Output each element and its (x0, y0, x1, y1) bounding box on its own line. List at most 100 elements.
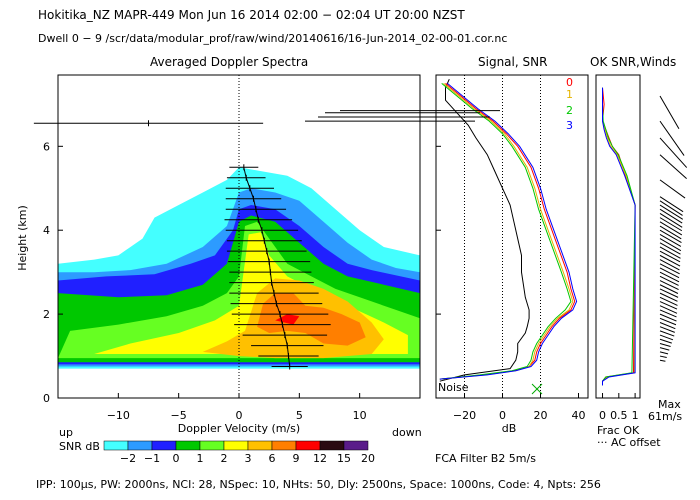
x-tick-label: −5 (171, 409, 187, 422)
signal-x-tick-label: −20 (453, 409, 476, 422)
mean-velocity-line (243, 167, 291, 367)
colorbar-swatch (343, 440, 369, 451)
wind-barb (659, 217, 683, 232)
max-speed-value: 61m/s (648, 410, 683, 423)
signal-series-3 (439, 83, 578, 380)
wind-barb (659, 322, 676, 330)
colorbar-swatch (175, 440, 201, 451)
x-tick-label: 10 (353, 409, 367, 422)
wind-barb (659, 208, 683, 224)
frac-x-tick-label: 1 (632, 409, 639, 422)
colorbar-tick-label: 9 (293, 452, 300, 465)
heatmap-axes: −10 −5 0 5 10 0 2 4 6 Doppler Velocity (m/s) Heigh… (16, 140, 367, 435)
colorbar-swatch (103, 440, 129, 451)
wind-barb (659, 200, 683, 216)
max-label: Max (658, 398, 681, 411)
frac-x-tick-label: 0.5 (610, 409, 628, 422)
outlier-marker (33, 120, 264, 127)
signal-x-tick-label: 40 (572, 409, 586, 422)
signal-axes: −20 0 20 40 dB (436, 145, 586, 435)
colorbar-tick-label: −2 (120, 452, 136, 465)
colorbar-swatch (151, 440, 177, 451)
x-tick-label: 5 (296, 409, 303, 422)
wind-barb (659, 179, 686, 199)
wind-barb (659, 238, 682, 252)
colorbar-swatch (295, 440, 321, 451)
snr-db-label: SNR dB (59, 440, 100, 453)
mean-velocity-profile (224, 164, 331, 370)
y-axis-label: Height (km) (16, 205, 29, 271)
colorbar-tick-label: −1 (144, 452, 160, 465)
wind-barb (659, 292, 678, 302)
wind-barb (659, 204, 684, 220)
x-axis-label: Doppler Velocity (m/s) (178, 422, 300, 435)
wind-barb (659, 309, 677, 318)
signal-lines (439, 75, 578, 398)
wind-barb (659, 342, 671, 347)
colorbar-tick-label: 12 (313, 452, 327, 465)
wind-barb (659, 275, 679, 286)
wind-barb (659, 267, 680, 279)
frac-ok-series-2 (602, 87, 636, 386)
wind-barb (659, 296, 678, 306)
wind-barb (659, 213, 683, 228)
signal-series-1 (439, 83, 574, 380)
colorbar-tick-label: 20 (361, 452, 375, 465)
fca-filter-label: FCA Filter B2 5m/s (435, 452, 536, 465)
wind-barb (659, 271, 680, 283)
colorbar-swatch (247, 440, 273, 451)
signal-series-noise (439, 78, 530, 382)
signal-x-axis-label: dB (502, 422, 517, 435)
frac-ok-lines (601, 87, 636, 386)
x-tick-label: −10 (107, 409, 130, 422)
wind-barb (659, 288, 679, 298)
wind-barb (659, 334, 674, 341)
signal-panel-title: Signal, SNR (478, 55, 548, 69)
wind-barb (659, 359, 666, 362)
wind-barb (659, 284, 679, 294)
colorbar-tick-label: 1 (197, 452, 204, 465)
wind-barb (659, 254, 681, 267)
colorbar-tick-label: 3 (245, 452, 252, 465)
signal-series-2 (439, 83, 572, 380)
ac-offset-label: ··· AC offset (597, 436, 661, 449)
dwell-and-file-path: Dwell 0 − 9 /scr/data/modular_prof/raw/w… (38, 32, 508, 45)
colorbar-swatch (199, 440, 225, 451)
wind-barb (659, 120, 685, 156)
wind-barb (659, 305, 678, 314)
wind-barb (659, 233, 682, 247)
dwell-legend-0: 0 (566, 76, 573, 89)
wind-barb (659, 263, 680, 275)
signal-series-0 (439, 83, 576, 380)
wind-barb (659, 250, 681, 263)
up-label: up (59, 426, 73, 439)
noise-label: Noise (438, 381, 469, 394)
wind-barb (659, 95, 680, 130)
frac-ok-panel-frame (595, 74, 641, 399)
wind-barb (659, 313, 677, 322)
wind-barb (659, 338, 672, 344)
chart-header-title: Hokitika_NZ MAPR-449 Mon Jun 16 2014 02:… (38, 8, 465, 22)
wind-barb (659, 317, 677, 326)
signal-x-tick-label: 20 (534, 409, 548, 422)
wind-barb (659, 326, 675, 333)
y-tick-label: 2 (43, 308, 50, 321)
colorbar-tick-label: 0 (173, 452, 180, 465)
frac-ok-series-3 (602, 87, 636, 386)
snr-contour-15 (257, 293, 366, 346)
outlier-cross-lines (305, 110, 500, 122)
wind-barb (659, 229, 682, 244)
wind-barb (659, 246, 681, 259)
colorbar-tick-label: 6 (269, 452, 276, 465)
y-tick-label: 6 (43, 140, 50, 153)
snr-colorbar: −2 −1 0 1 2 3 6 9 12 15 20 (103, 440, 375, 465)
frac-ok-axes: 0 0.5 1 (599, 393, 639, 422)
colorbar-swatch (271, 440, 297, 451)
y-tick-label: 0 (43, 392, 50, 405)
wind-barb (659, 137, 688, 168)
winds-panel-title: OK SNR,Winds (590, 55, 677, 69)
spectra-panel-title: Averaged Doppler Spectra (150, 55, 309, 69)
radar-parameters-footer: IPP: 100μs, PW: 2000ns, NCI: 28, NSpec: … (36, 478, 601, 491)
down-label: down (392, 426, 422, 439)
wind-barb (659, 330, 675, 337)
